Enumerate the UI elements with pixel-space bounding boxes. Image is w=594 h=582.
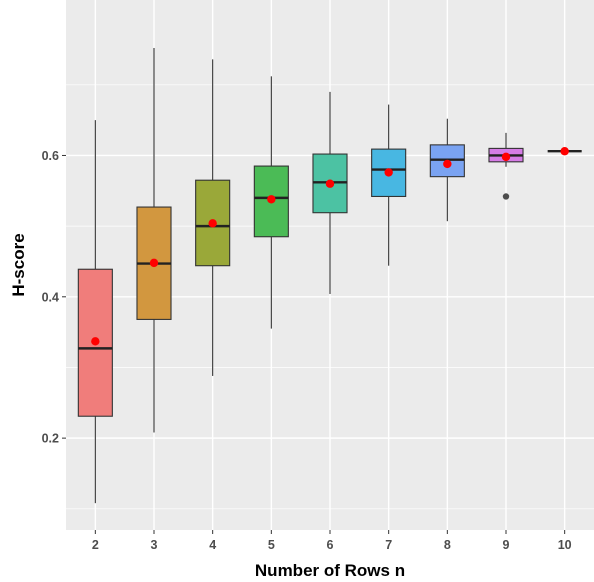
x-tick-label: 8 (444, 538, 451, 552)
y-tick-label: 0.6 (42, 149, 59, 163)
x-tick-label: 4 (209, 538, 216, 552)
mean-point-2 (91, 337, 100, 346)
outlier-point (502, 193, 510, 200)
x-tick-label: 2 (92, 538, 99, 552)
box-body (77, 268, 113, 417)
mean-point-6 (325, 179, 335, 188)
x-tick-label: 7 (385, 538, 392, 552)
y-tick-label: 0.2 (42, 432, 59, 446)
y-tick-layer: 0.2 0.4 0.6 (42, 149, 66, 446)
x-tick-label: 5 (268, 538, 275, 552)
mean-point-8 (443, 159, 452, 169)
x-axis-title: Number of Rows n (255, 561, 405, 580)
box-2 (77, 120, 113, 504)
mean-point-7 (384, 168, 393, 177)
box-layer (77, 48, 582, 504)
y-tick-label: 0.4 (42, 290, 59, 304)
mean-point-10 (560, 147, 569, 156)
x-tick-label: 6 (327, 538, 334, 552)
mean-point-4 (208, 219, 217, 228)
mean-point-5 (267, 195, 276, 204)
y-axis-title: H-score (9, 233, 28, 296)
mean-layer (91, 147, 569, 346)
x-tick-label: 10 (558, 538, 572, 552)
x-tick-label: 3 (151, 538, 158, 552)
mean-point-3 (149, 258, 159, 268)
x-tick-label: 9 (503, 538, 510, 552)
x-tick-layer: 2 3 4 5 6 7 8 9 10 (92, 530, 572, 552)
mean-point-9 (501, 152, 511, 162)
